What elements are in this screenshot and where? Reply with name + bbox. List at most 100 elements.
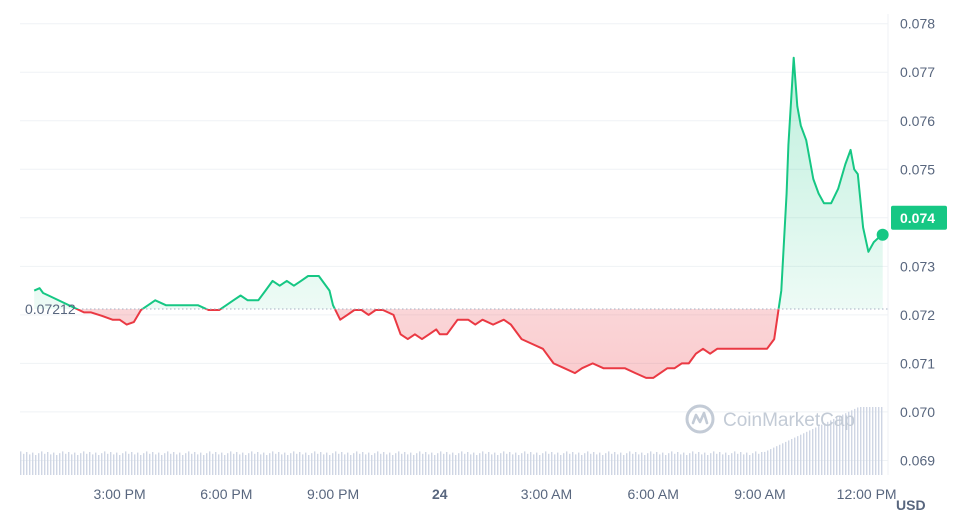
volume-bar [47, 452, 49, 475]
volume-bar [368, 452, 370, 475]
volume-bar [80, 453, 82, 475]
y-tick-label: 0.071 [900, 355, 935, 371]
volume-bar [758, 453, 760, 475]
volume-bar [710, 453, 712, 475]
volume-bar [398, 451, 400, 475]
volume-bar [401, 453, 403, 475]
volume-bar [212, 453, 214, 475]
volume-bar [521, 453, 523, 475]
volume-bar [641, 452, 643, 475]
volume-bar [692, 451, 694, 475]
volume-bar [170, 453, 172, 475]
volume-bar [107, 453, 109, 475]
volume-bar [239, 454, 241, 475]
volume-bar [137, 452, 139, 475]
volume-bar [716, 453, 718, 475]
volume-bar [629, 451, 631, 475]
volume-bar [290, 453, 292, 475]
volume-bar [293, 451, 295, 475]
y-tick-label: 0.072 [900, 307, 935, 323]
volume-bar [821, 424, 823, 475]
volume-bar [26, 452, 28, 475]
volume-bar [332, 453, 334, 475]
volume-bar [824, 423, 826, 475]
volume-bar [221, 452, 223, 475]
volume-bar [650, 451, 652, 475]
volume-bar [572, 452, 574, 475]
volume-bar [776, 446, 778, 475]
currency-label: USD [896, 497, 926, 513]
volume-bar [626, 453, 628, 475]
volume-bar [701, 454, 703, 475]
volume-bar [74, 452, 76, 475]
volume-bar [773, 447, 775, 475]
volume-bar [62, 451, 64, 475]
volume-bar [269, 453, 271, 475]
volume-bar [566, 451, 568, 475]
volume-bar [101, 453, 103, 475]
volume-bar [800, 434, 802, 475]
volume-bar [140, 455, 142, 475]
volume-bars [20, 407, 883, 475]
volume-bar [536, 452, 538, 475]
volume-bar [440, 451, 442, 475]
volume-bar [29, 454, 31, 475]
x-axis: 3:00 PM 6:00 PM 9:00 PM 24 3:00 AM 6:00 AM 9:0… [94, 486, 897, 502]
volume-bar [374, 453, 376, 475]
volume-bar [407, 454, 409, 475]
volume-bar [134, 454, 136, 475]
volume-bar [335, 451, 337, 475]
volume-bar [518, 455, 520, 475]
volume-bar [569, 453, 571, 475]
volume-bar [806, 431, 808, 475]
volume-bar [611, 453, 613, 475]
volume-bar [665, 455, 667, 475]
volume-bar [839, 416, 841, 475]
volume-bar [200, 452, 202, 475]
x-tick-label: 6:00 AM [628, 486, 679, 502]
volume-bar [38, 453, 40, 475]
volume-bar [338, 453, 340, 475]
volume-bar [218, 454, 220, 475]
volume-bar [596, 454, 598, 475]
volume-bar [653, 453, 655, 475]
volume-bar [464, 453, 466, 475]
volume-bar [476, 455, 478, 475]
volume-bar [851, 410, 853, 475]
volume-bar [326, 452, 328, 475]
volume-bar [845, 413, 847, 475]
volume-bar [599, 452, 601, 475]
volume-bar [848, 411, 850, 475]
volume-bar [593, 452, 595, 475]
volume-bar [854, 408, 856, 475]
volume-bar [98, 455, 100, 475]
volume-bar [677, 452, 679, 475]
volume-bar [809, 430, 811, 475]
volume-bar [605, 453, 607, 475]
volume-bar [383, 452, 385, 475]
x-tick-label: 6:00 PM [200, 486, 252, 502]
volume-bar [740, 452, 742, 475]
volume-bar [698, 452, 700, 475]
volume-bar [833, 418, 835, 475]
volume-bar [797, 436, 799, 475]
volume-bar [467, 452, 469, 475]
volume-bar [110, 452, 112, 475]
volume-bar [830, 420, 832, 475]
x-tick-label: 12:00 PM [837, 486, 897, 502]
volume-bar [617, 454, 619, 475]
volume-bar [92, 454, 94, 475]
volume-bar [419, 451, 421, 475]
volume-bar [299, 452, 301, 475]
volume-bar [767, 450, 769, 475]
volume-bar [551, 452, 553, 475]
volume-bar [77, 455, 79, 475]
volume-bar [341, 452, 343, 475]
volume-bar [167, 451, 169, 475]
x-tick-label: 3:00 AM [521, 486, 572, 502]
volume-bar [194, 452, 196, 475]
volume-bar [545, 451, 547, 475]
volume-bar [131, 452, 133, 475]
volume-bar [209, 451, 211, 475]
volume-bar [731, 453, 733, 475]
